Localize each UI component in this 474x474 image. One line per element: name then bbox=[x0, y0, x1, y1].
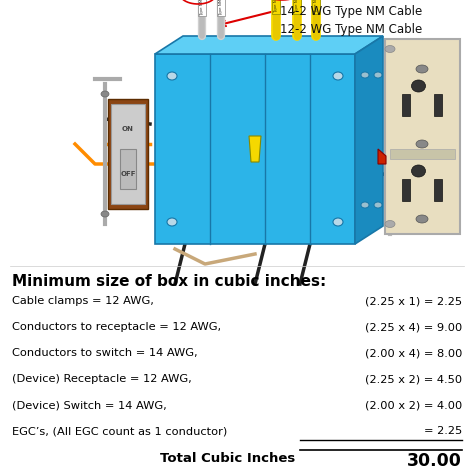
Ellipse shape bbox=[411, 165, 426, 177]
Text: (2.25 x 2) = 4.50: (2.25 x 2) = 4.50 bbox=[365, 374, 462, 384]
Bar bbox=[390, 149, 455, 159]
Text: (2.00 x 2) = 4.00: (2.00 x 2) = 4.00 bbox=[365, 400, 462, 410]
Ellipse shape bbox=[374, 72, 382, 78]
Ellipse shape bbox=[167, 72, 177, 80]
Ellipse shape bbox=[361, 202, 369, 208]
Polygon shape bbox=[155, 36, 383, 54]
Bar bbox=[435, 94, 443, 116]
Text: Conductors to receptacle = 12 AWG,: Conductors to receptacle = 12 AWG, bbox=[12, 322, 221, 332]
Ellipse shape bbox=[333, 218, 343, 226]
Ellipse shape bbox=[416, 215, 428, 223]
Polygon shape bbox=[155, 54, 355, 244]
Text: (2.25 x 1) = 2.25: (2.25 x 1) = 2.25 bbox=[365, 296, 462, 306]
Ellipse shape bbox=[167, 218, 177, 226]
Bar bbox=[217, 0, 225, 16]
Text: Type NM Cable: Type NM Cable bbox=[219, 0, 223, 16]
Ellipse shape bbox=[385, 46, 395, 53]
Ellipse shape bbox=[385, 220, 395, 228]
Text: (Device) Receptacle = 12 AWG,: (Device) Receptacle = 12 AWG, bbox=[12, 374, 192, 384]
Text: EGC’s, (All EGC count as 1 conductor): EGC’s, (All EGC count as 1 conductor) bbox=[12, 426, 227, 436]
Text: (Device) Switch = 14 AWG,: (Device) Switch = 14 AWG, bbox=[12, 400, 167, 410]
Bar bbox=[198, 0, 206, 16]
Text: Cable clamps = 12 AWG,: Cable clamps = 12 AWG, bbox=[12, 296, 154, 306]
Text: Type NM Cable: Type NM Cable bbox=[200, 0, 204, 16]
Text: Conductors to switch = 14 AWG,: Conductors to switch = 14 AWG, bbox=[12, 348, 198, 358]
Bar bbox=[385, 39, 460, 234]
Text: ON: ON bbox=[122, 126, 134, 132]
Text: Type NM Cable: Type NM Cable bbox=[274, 0, 278, 13]
Ellipse shape bbox=[101, 211, 109, 217]
Text: 14-2 WG Type NM Cable: 14-2 WG Type NM Cable bbox=[280, 4, 422, 18]
Bar bbox=[272, 0, 280, 14]
Ellipse shape bbox=[333, 72, 343, 80]
Text: Type NM Cable: Type NM Cable bbox=[314, 0, 318, 13]
Bar bbox=[108, 99, 148, 209]
Ellipse shape bbox=[101, 91, 109, 97]
Bar bbox=[435, 179, 443, 201]
Text: Total Cubic Inches: Total Cubic Inches bbox=[160, 452, 295, 465]
Ellipse shape bbox=[361, 72, 369, 78]
Text: = 2.25: = 2.25 bbox=[424, 426, 462, 436]
Text: (2.00 x 4) = 8.00: (2.00 x 4) = 8.00 bbox=[365, 348, 462, 358]
Text: 30.00: 30.00 bbox=[407, 452, 462, 470]
Bar bbox=[120, 149, 136, 189]
Text: Minimum size of box in cubic inches:: Minimum size of box in cubic inches: bbox=[12, 274, 326, 289]
Polygon shape bbox=[378, 149, 386, 164]
Text: Type NM Cable: Type NM Cable bbox=[295, 0, 299, 13]
Ellipse shape bbox=[374, 202, 382, 208]
Bar bbox=[402, 179, 410, 201]
Bar bbox=[293, 0, 301, 14]
Text: OFF: OFF bbox=[120, 171, 136, 177]
Bar bbox=[312, 0, 320, 14]
Text: (2.25 x 4) = 9.00: (2.25 x 4) = 9.00 bbox=[365, 322, 462, 332]
Polygon shape bbox=[249, 136, 261, 162]
Polygon shape bbox=[355, 36, 383, 244]
Ellipse shape bbox=[411, 80, 426, 92]
Bar bbox=[402, 94, 410, 116]
Ellipse shape bbox=[416, 140, 428, 148]
Bar bbox=[111, 104, 145, 204]
Ellipse shape bbox=[416, 65, 428, 73]
Text: 12-2 WG Type NM Cable: 12-2 WG Type NM Cable bbox=[280, 22, 422, 36]
